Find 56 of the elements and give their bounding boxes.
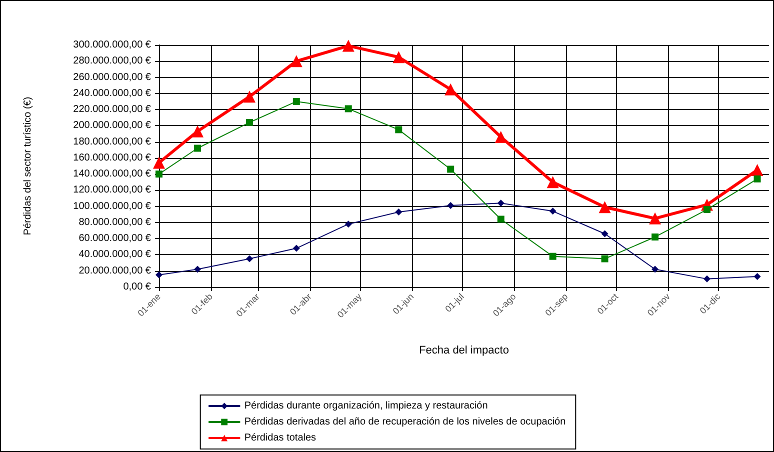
y-tick-label: 240.000.000,00 € xyxy=(73,88,152,99)
point xyxy=(447,166,454,173)
legend-label: Pérdidas derivadas del año de recuperación de los niveles de ocupación xyxy=(244,416,566,428)
point xyxy=(246,118,253,126)
point xyxy=(601,230,608,238)
point xyxy=(447,202,454,210)
x-axis-title: Fecha del impacto xyxy=(419,344,509,356)
point xyxy=(652,233,659,240)
point xyxy=(494,130,507,143)
point xyxy=(649,212,662,224)
y-tick-label: 80.000.000,00 € xyxy=(78,216,152,228)
y-tick-label: 260.000.000,00 € xyxy=(73,72,152,83)
point xyxy=(549,252,556,260)
point xyxy=(549,208,556,215)
y-tick-label: 40.000.000,00 € xyxy=(78,249,152,260)
point xyxy=(497,216,504,223)
y-tick-label: 120.000.000,00 € xyxy=(73,184,152,196)
point xyxy=(598,201,611,214)
point xyxy=(395,126,402,134)
y-tick-label: 140.000.000,00 € xyxy=(73,168,152,180)
point xyxy=(546,176,559,188)
point xyxy=(754,273,761,280)
point xyxy=(243,90,256,103)
point xyxy=(192,125,204,138)
y-tick-label: 300.000.000,00 € xyxy=(73,40,152,50)
point xyxy=(194,266,202,273)
y-tick-label: 160.000.000,00 € xyxy=(73,152,152,164)
y-tick-label: 60.000.000,00 € xyxy=(78,233,152,244)
point xyxy=(342,40,354,52)
legend-label: Pérdidas durante organización, limpieza y restauración xyxy=(244,400,488,412)
point xyxy=(194,144,202,152)
point xyxy=(292,98,300,105)
point xyxy=(392,51,405,64)
y-tick-label: 220.000.000,00 € xyxy=(73,104,152,116)
point xyxy=(344,220,352,228)
point xyxy=(497,200,504,207)
point xyxy=(703,275,710,282)
point xyxy=(395,208,402,216)
point xyxy=(751,164,764,176)
y-tick-label: 280.000.000,00 € xyxy=(73,56,152,67)
y-axis-title: Pérdidas del sector turístico (€) xyxy=(22,96,34,236)
point xyxy=(292,244,300,252)
point xyxy=(601,255,608,262)
y-tick-label: 200.000.000,00 € xyxy=(73,120,152,132)
y-tick-label: 20.000.000,00 € xyxy=(78,265,152,276)
legend-label: Pérdidas totales xyxy=(244,432,316,444)
point xyxy=(652,266,659,273)
y-tick-label: 100.000.000,00 € xyxy=(73,200,152,212)
point xyxy=(246,255,253,262)
y-tick-label: 0,00 € xyxy=(123,282,152,292)
point xyxy=(754,175,761,182)
y-tick-label: 180.000.000,00 € xyxy=(73,136,152,148)
point xyxy=(153,156,165,169)
point xyxy=(703,206,710,214)
point xyxy=(344,105,352,112)
point xyxy=(290,55,302,68)
